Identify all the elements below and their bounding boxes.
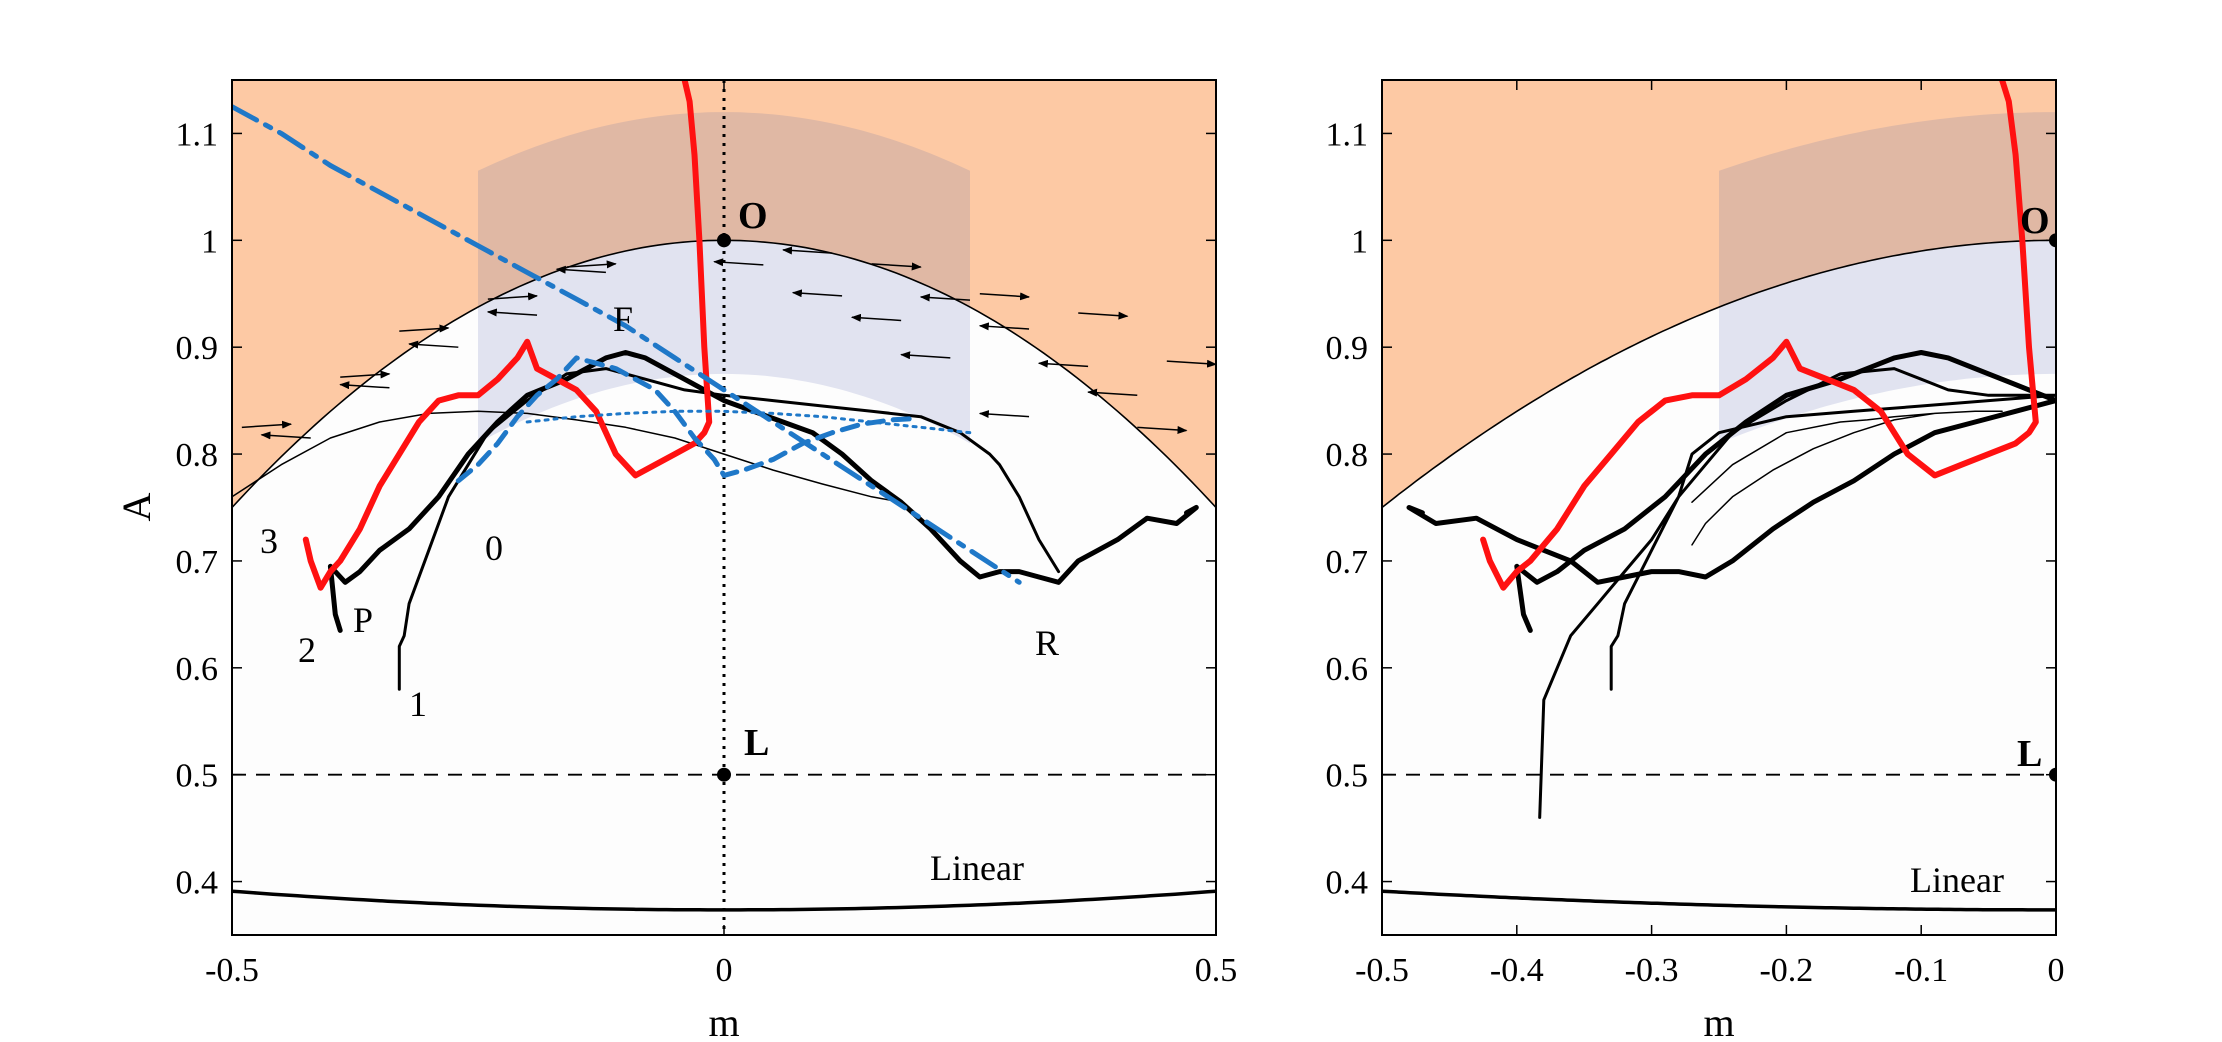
right-ytick-label: 1.1 bbox=[1326, 116, 1369, 153]
left-point-O-label: O bbox=[738, 195, 768, 237]
right-ytick-label: 0.9 bbox=[1326, 330, 1369, 367]
right-overlap-band bbox=[1719, 112, 2056, 308]
direction-arrow bbox=[555, 265, 606, 274]
left-x-axis-label: m bbox=[708, 1000, 739, 1042]
left-series-blue-dotted bbox=[525, 409, 972, 435]
right-xtick-label: -0.2 bbox=[1759, 952, 1813, 989]
direction-arrow bbox=[566, 260, 617, 269]
direction-arrow bbox=[978, 322, 1030, 331]
direction-arrow bbox=[260, 431, 311, 440]
annot-R: R bbox=[1035, 623, 1059, 663]
left-point-L-label: L bbox=[744, 722, 769, 764]
right-xtick-label: -0.3 bbox=[1625, 952, 1679, 989]
direction-arrow bbox=[1137, 425, 1188, 434]
left-ytick-label: 1 bbox=[201, 223, 218, 260]
direction-arrow bbox=[871, 262, 922, 271]
right-series-group bbox=[1382, 80, 2056, 912]
right-series-trajectory-2-folded- bbox=[1406, 350, 2056, 633]
right-axes-frame bbox=[1381, 79, 2057, 936]
left-point-O bbox=[717, 233, 731, 248]
right-series-trajectory-0-folded- bbox=[1691, 410, 2003, 546]
right-point-O-label: O bbox=[2020, 200, 2050, 242]
direction-arrow bbox=[399, 324, 450, 333]
direction-arrow bbox=[1166, 359, 1217, 368]
left-y-axis-label: A bbox=[114, 492, 159, 521]
right-panel: 0.4 0.5 0.6 0.7 0.8 0.9 1 1.1 -0.5 -0.4 -0.3 -0.2 -0… bbox=[1326, 79, 2065, 1042]
right-series-trajectory-3-folded- bbox=[1480, 80, 2039, 591]
left-xtick-label: 0 bbox=[716, 952, 733, 989]
left-ytick-label: 0.6 bbox=[176, 651, 219, 688]
annot-1: 1 bbox=[409, 684, 427, 724]
right-ticks: 0.4 0.5 0.6 0.7 0.8 0.9 1 1.1 -0.5 -0.4 -0.3 -0.2 -0… bbox=[1326, 80, 2065, 989]
left-linear-curve bbox=[232, 889, 1216, 912]
direction-arrow bbox=[978, 410, 1030, 419]
right-ytick-label: 0.5 bbox=[1326, 758, 1369, 795]
right-xtick-label: -0.4 bbox=[1490, 952, 1544, 989]
left-ytick-label: 0.5 bbox=[176, 758, 219, 795]
direction-arrow bbox=[339, 381, 390, 390]
right-ytick-label: 0.8 bbox=[1326, 437, 1369, 474]
left-linear-label: Linear bbox=[930, 848, 1024, 888]
direction-arrow bbox=[900, 351, 951, 360]
left-series-blue-dashed bbox=[455, 355, 914, 484]
direction-arrow bbox=[1087, 388, 1138, 397]
left-ytick-label: 0.9 bbox=[176, 330, 219, 367]
direction-arrow bbox=[713, 258, 764, 267]
left-ytick-label: 0.7 bbox=[176, 544, 219, 581]
direction-arrow bbox=[1078, 311, 1129, 320]
right-xtick-label: 0 bbox=[2048, 952, 2065, 989]
direction-arrow bbox=[487, 292, 539, 301]
direction-arrow bbox=[408, 340, 459, 349]
left-series-trajectory-1 bbox=[397, 367, 1061, 691]
right-linear-curve bbox=[1382, 889, 2056, 912]
direction-arrow bbox=[979, 292, 1031, 301]
direction-arrow bbox=[486, 308, 538, 317]
right-x-axis-label: m bbox=[1703, 1000, 1734, 1042]
direction-arrow bbox=[782, 246, 833, 255]
left-ytick-label: 0.8 bbox=[176, 437, 219, 474]
right-ytick-label: 0.4 bbox=[1326, 865, 1369, 902]
left-panel: 0.4 0.5 0.6 0.7 0.8 0.9 1 1.1 -0.5 0 0.5 m A Linea… bbox=[114, 79, 1238, 1042]
left-xtick-label: -0.5 bbox=[205, 952, 259, 989]
right-plot-background bbox=[1382, 80, 2056, 935]
left-xtick-label: 0.5 bbox=[1195, 952, 1238, 989]
right-ytick-label: 1 bbox=[1351, 223, 1368, 260]
direction-arrow bbox=[340, 370, 391, 379]
right-xtick-label: -0.1 bbox=[1894, 952, 1948, 989]
annot-0: 0 bbox=[485, 528, 503, 568]
left-ticks: 0.4 0.5 0.6 0.7 0.8 0.9 1 1.1 -0.5 0 0.5 bbox=[176, 80, 1238, 989]
direction-arrow bbox=[241, 420, 293, 429]
left-direction-arrows bbox=[241, 246, 1217, 440]
left-point-L bbox=[717, 767, 731, 782]
annot-3: 3 bbox=[260, 521, 278, 561]
left-series-blue-dash-dot bbox=[232, 104, 1022, 585]
left-series-group bbox=[232, 80, 1216, 935]
direction-arrow bbox=[850, 313, 902, 322]
right-boundary-curve bbox=[1382, 239, 2056, 509]
annot-2: 2 bbox=[298, 630, 316, 670]
left-ytick-label: 0.4 bbox=[176, 865, 219, 902]
direction-arrow bbox=[1037, 359, 1089, 368]
left-series-trajectory-0 bbox=[232, 410, 902, 503]
left-series-trajectory-3 bbox=[302, 80, 713, 591]
left-overlap-band bbox=[478, 112, 970, 308]
direction-arrow bbox=[919, 293, 971, 302]
right-series-trajectory-1-folded- bbox=[1538, 367, 2056, 819]
right-ytick-label: 0.7 bbox=[1326, 544, 1369, 581]
right-xtick-label: -0.5 bbox=[1355, 952, 1409, 989]
right-linear-label: Linear bbox=[1910, 860, 2004, 900]
right-point-L-label: L bbox=[2017, 733, 2042, 775]
right-ytick-label: 0.6 bbox=[1326, 651, 1369, 688]
direction-arrow bbox=[791, 289, 843, 298]
annot-P: P bbox=[353, 600, 373, 640]
left-ytick-label: 1.1 bbox=[176, 116, 219, 153]
annot-F: F bbox=[613, 299, 633, 339]
